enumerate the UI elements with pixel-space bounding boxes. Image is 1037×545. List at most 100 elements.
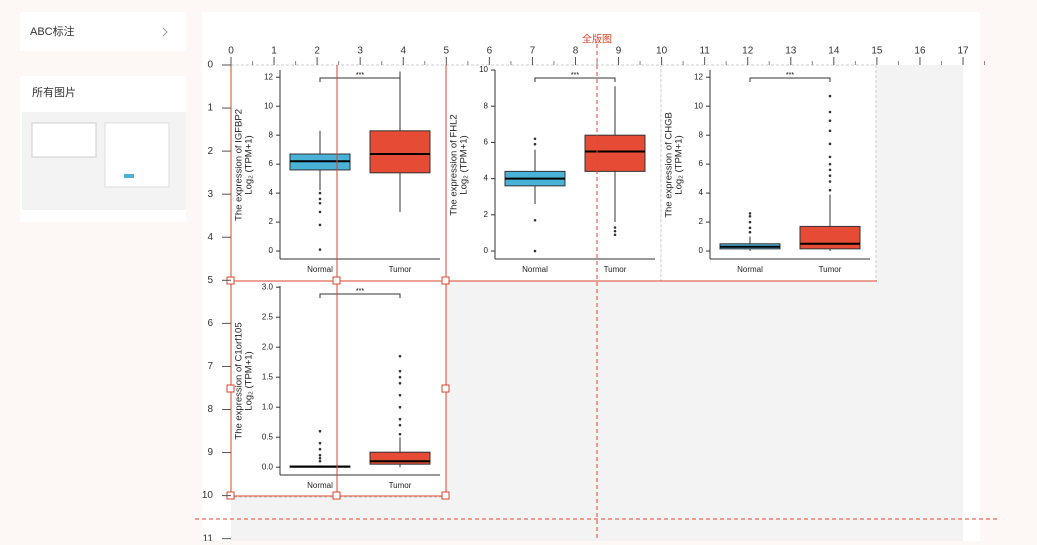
y-tick-label: 2: [699, 217, 704, 226]
ruler-x-label: 14: [828, 46, 840, 57]
y-tick-label: 12: [264, 72, 273, 81]
ruler-y-label: 7: [207, 361, 213, 372]
y-label: The expression of IGFBP2: [234, 109, 245, 221]
significance: ***: [356, 72, 364, 79]
y-tick-label: 3.0: [262, 282, 274, 291]
box: [584, 134, 646, 172]
ruler-x-label: 4: [400, 46, 406, 57]
y-tick-label: 8: [484, 101, 489, 110]
y-tick-label: 0: [484, 246, 489, 255]
ruler-x-label: 6: [487, 46, 493, 57]
x-tick-label: Normal: [737, 265, 763, 274]
y-tick-label: 6: [269, 159, 274, 168]
layout-label: 全版图: [582, 33, 612, 46]
y-tick-label: 2.0: [262, 342, 274, 351]
y-tick-label: 8: [699, 130, 704, 139]
ruler-x-label: 10: [656, 46, 668, 57]
y-tick-label: 1.5: [262, 372, 274, 381]
outlier: [318, 441, 322, 445]
y-label-unit: Log₂ (TPM+1): [674, 135, 685, 194]
outlier: [748, 226, 752, 230]
outlier: [533, 142, 537, 146]
y-tick-label: 4: [269, 188, 274, 197]
x-tick-label: Normal: [307, 481, 333, 490]
outlier: [828, 155, 832, 159]
outlier: [828, 94, 832, 98]
outlier: [398, 405, 402, 409]
y-tick-label: 6: [484, 138, 489, 147]
outlier: [748, 230, 752, 234]
ruler-x-label: 9: [616, 46, 622, 57]
outlier: [318, 191, 322, 195]
ruler-x-label: 3: [357, 46, 363, 57]
outlier: [613, 233, 617, 237]
outlier: [318, 197, 322, 201]
ruler-x-label: 2: [314, 46, 320, 57]
outlier: [828, 168, 832, 172]
y-label: The expression of CHGB: [664, 112, 675, 218]
thumbnail[interactable]: [104, 122, 170, 188]
outlier: [828, 188, 832, 192]
outlier: [828, 110, 832, 114]
ruler-x-label: 15: [871, 46, 883, 57]
outlier: [398, 432, 402, 436]
annotation-row[interactable]: [20, 12, 186, 51]
y-label-unit: Log₂ (TPM+1): [459, 135, 470, 194]
outlier: [398, 381, 402, 385]
significance-bracket: [534, 77, 616, 82]
outlier: [748, 220, 752, 224]
box: [369, 130, 431, 174]
y-tick-label: 2: [484, 210, 489, 219]
y-tick-label: 6: [699, 159, 704, 168]
y-tick-label: 2.5: [262, 312, 274, 321]
outlier: [318, 201, 322, 205]
plot-panel: 0.0 0.5 1.0 1.5 2.0 2.5 3.0 The expression of C…: [230, 280, 447, 498]
ruler-x-label: 7: [530, 46, 536, 57]
outlier: [398, 393, 402, 397]
y-tick-label: 10: [479, 65, 488, 74]
ruler-x-label: 8: [573, 46, 579, 57]
outlier: [533, 218, 537, 222]
box: [799, 225, 861, 250]
plot-panel: 0 2 4 6 8 10 12 The expression of CHGB Log₂ (TPM…: [660, 64, 877, 282]
outlier: [398, 354, 402, 358]
ruler-x-label: 5: [444, 46, 450, 57]
ruler-y-label: 2: [207, 146, 213, 157]
thumbnail[interactable]: [31, 122, 97, 158]
box: [369, 451, 431, 465]
y-tick-label: 10: [694, 101, 703, 110]
x-tick-label: Tumor: [819, 265, 842, 274]
outlier: [828, 142, 832, 146]
ruler-y-label: 11: [203, 533, 214, 541]
outlier: [828, 174, 832, 178]
outlier: [613, 226, 617, 229]
ruler-x-label: 11: [699, 46, 710, 57]
y-tick-label: 8: [269, 130, 274, 139]
y-tick-label: 4: [484, 174, 489, 183]
ruler-y-label: 3: [207, 189, 213, 200]
outlier: [533, 137, 537, 141]
outlier: [318, 453, 322, 457]
chevron[interactable]: [162, 27, 168, 37]
outlier: [398, 375, 402, 379]
significance-bracket: [749, 77, 831, 82]
ruler-x-label: 13: [785, 46, 797, 57]
ruler-y-label: 0: [207, 60, 213, 71]
significance: ***: [356, 288, 364, 295]
annotation-label[interactable]: ABC标注: [30, 24, 75, 38]
y-tick-label: 0: [699, 246, 704, 255]
ruler-y-label: 9: [207, 447, 213, 458]
outlier: [398, 369, 402, 373]
y-tick-label: 0.5: [262, 432, 274, 441]
plot-panel: 0 2 4 6 8 10 The expression of FHL2 Log₂ (TPM+1…: [445, 64, 662, 282]
outlier: [748, 214, 752, 218]
y-tick-label: 12: [694, 72, 703, 81]
y-tick-label: 0: [269, 246, 274, 255]
outlier: [398, 423, 402, 427]
x-tick-label: Tumor: [604, 265, 627, 274]
significance: ***: [571, 72, 579, 79]
thumb-icon: [124, 174, 134, 178]
outlier: [533, 249, 537, 253]
y-label: The expression of C1orf105: [234, 322, 245, 439]
